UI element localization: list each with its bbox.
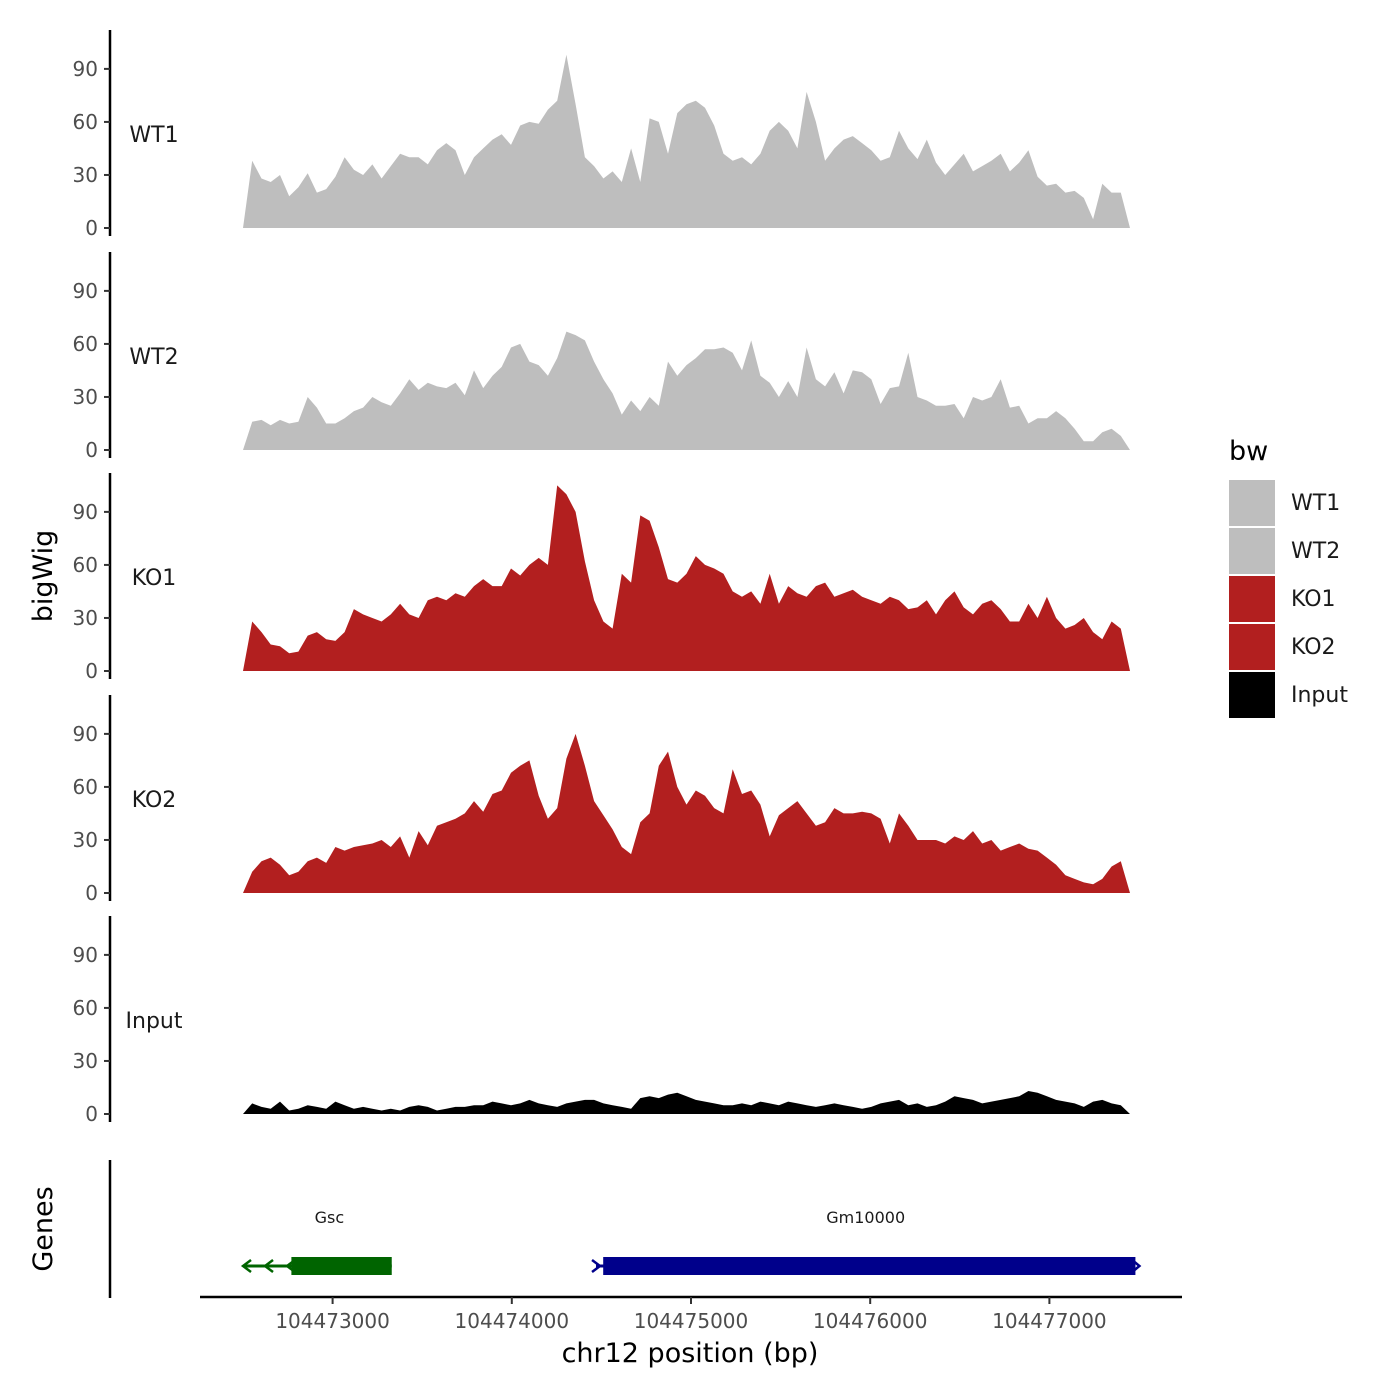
track-label: WT1 xyxy=(129,123,178,148)
legend-key-input xyxy=(1229,672,1275,718)
track-wt1: 0 30 60 90 WT1 xyxy=(73,30,1130,240)
track-input: 0 30 60 90 Input xyxy=(73,916,1130,1126)
legend-key-wt2 xyxy=(1229,528,1275,574)
legend-label-wt1: WT1 xyxy=(1291,491,1340,516)
series-area-wt2 xyxy=(243,331,1130,450)
gene-label: Gsc xyxy=(315,1208,345,1227)
y-tick-label: 30 xyxy=(73,1049,98,1073)
x-axis-title: chr12 position (bp) xyxy=(562,1338,819,1369)
strand-arrow xyxy=(262,1259,274,1273)
y-tick-label: 60 xyxy=(73,110,98,134)
series-area-input xyxy=(243,1091,1130,1114)
x-tick-label: 104475000 xyxy=(634,1309,749,1333)
legend-label-wt2: WT2 xyxy=(1291,539,1340,564)
gene-exon-block xyxy=(603,1257,1136,1275)
legend-label-ko2: KO2 xyxy=(1291,635,1336,660)
y-tick-label: 0 xyxy=(85,659,98,683)
gene-gsc: Gsc xyxy=(240,1208,392,1275)
y-tick-label: 90 xyxy=(73,722,98,746)
track-wt2: 0 30 60 90 WT2 xyxy=(73,252,1130,462)
y-tick-label: 30 xyxy=(73,828,98,852)
y-tick-label: 60 xyxy=(73,553,98,577)
track-ko1: 0 30 60 90 KO1 xyxy=(73,473,1130,683)
y-tick-label: 90 xyxy=(73,500,98,524)
track-ko2: 0 30 60 90 KO2 xyxy=(73,695,1130,905)
strand-arrow xyxy=(591,1259,603,1273)
y-tick-label: 0 xyxy=(85,216,98,240)
y-tick-label: 0 xyxy=(85,438,98,462)
y-tick-label: 90 xyxy=(73,279,98,303)
y-tick-label: 0 xyxy=(85,881,98,905)
x-axis: 104473000 104474000 104475000 104476000 1044… xyxy=(200,1295,1182,1333)
series-area-wt1 xyxy=(243,54,1130,228)
strand-arrow xyxy=(1132,1260,1142,1272)
x-tick-label: 104474000 xyxy=(455,1309,570,1333)
y-tick-label: 60 xyxy=(73,332,98,356)
legend-key-ko1 xyxy=(1229,576,1275,622)
series-area-ko2 xyxy=(243,733,1130,893)
y-tick-label: 60 xyxy=(73,775,98,799)
y-tick-label: 90 xyxy=(73,57,98,81)
y-tick-label: 30 xyxy=(73,606,98,630)
legend-label-input: Input xyxy=(1291,683,1348,708)
series-area-ko1 xyxy=(243,485,1130,671)
x-tick-label: 104477000 xyxy=(992,1309,1107,1333)
track-label: WT2 xyxy=(129,345,178,370)
track-label: KO2 xyxy=(132,788,177,813)
gene-label: Gm10000 xyxy=(826,1208,905,1227)
legend: bw WT1 WT2 KO1 KO2 Input xyxy=(1229,436,1348,718)
y-tick-label: 90 xyxy=(73,943,98,967)
gene-exon-block xyxy=(291,1257,392,1275)
genes-axis-title: Genes xyxy=(28,1186,59,1271)
y-tick-label: 60 xyxy=(73,996,98,1020)
track-label: Input xyxy=(126,1009,183,1034)
y-tick-label: 30 xyxy=(73,385,98,409)
legend-label-ko1: KO1 xyxy=(1291,587,1336,612)
legend-key-wt1 xyxy=(1229,480,1275,526)
legend-title: bw xyxy=(1229,436,1268,467)
y-tick-label: 0 xyxy=(85,1102,98,1126)
strand-arrow xyxy=(240,1259,252,1273)
track-label: KO1 xyxy=(132,566,177,591)
gene-gm10000: Gm10000 xyxy=(591,1208,1142,1275)
gene-track: Gsc Gm10000 xyxy=(108,1160,1142,1298)
x-tick-label: 104476000 xyxy=(813,1309,928,1333)
y-tick-label: 30 xyxy=(73,163,98,187)
x-tick-label: 104473000 xyxy=(275,1309,390,1333)
legend-key-ko2 xyxy=(1229,624,1275,670)
signal-tracks: 0 30 60 90 WT1 0 30 60 90 WT2 0 30 60 90 KO1 0 30 60 90 KO2… xyxy=(73,30,1130,1126)
y-axis-title: bigWig xyxy=(28,530,59,623)
